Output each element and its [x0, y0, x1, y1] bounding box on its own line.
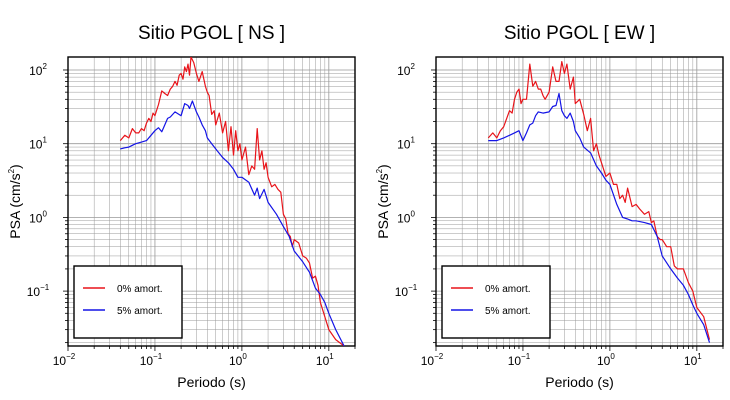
x-tick-label: 10−2	[421, 352, 444, 368]
legend-label: 0% amort.	[485, 284, 531, 295]
chart-title: Sitio PGOL [ NS ]	[138, 23, 285, 44]
y-tick-label: 100	[397, 209, 415, 225]
x-tick-label: 101	[684, 352, 702, 368]
chart-panel-ew: 10−2 10−1 100 101 10−1 100 101 102 Sitio PGOL [ …	[375, 23, 724, 390]
legend-label: 5% amort.	[485, 306, 531, 317]
plot-frame	[435, 56, 724, 347]
x-axis-label: Periodo (s)	[177, 374, 245, 390]
y-axis-label: PSA (cm/s2)	[7, 164, 23, 238]
y-axis-label: PSA (cm/s2)	[375, 164, 391, 238]
series-line-undamped	[487, 60, 711, 340]
chart-panel-ns: 10−2 10−1 100 101 10−1 100 101 102 Sitio PGOL [ …	[7, 23, 356, 390]
chart-title: Sitio PGOL [ EW ]	[504, 23, 655, 44]
plot-frame	[67, 56, 356, 347]
legend-box	[73, 265, 183, 339]
y-tick-label: 10−1	[395, 283, 418, 299]
legend: 0% amort. 5% amort.	[441, 265, 551, 339]
legend: 0% amort. 5% amort.	[73, 265, 183, 339]
legend-label: 5% amort.	[117, 306, 163, 317]
series-line-damped	[488, 92, 711, 343]
y-tick-label: 10−1	[27, 283, 50, 299]
x-tick-label: 10−1	[140, 352, 163, 368]
y-tick-label: 102	[397, 62, 415, 78]
x-tick-label: 10−2	[53, 352, 76, 368]
x-tick-label: 100	[229, 352, 247, 368]
x-tick-label: 100	[597, 352, 615, 368]
y-tick-label: 101	[397, 136, 415, 152]
x-tick-label: 101	[316, 352, 334, 368]
x-axis-label: Periodo (s)	[545, 374, 613, 390]
series-line-damped	[120, 100, 345, 346]
x-tick-label: 10−1	[508, 352, 531, 368]
y-tick-label: 102	[29, 62, 47, 78]
legend-label: 0% amort.	[117, 284, 163, 295]
y-tick-label: 100	[29, 209, 47, 225]
legend-box	[441, 265, 551, 339]
y-tick-label: 101	[29, 136, 47, 152]
